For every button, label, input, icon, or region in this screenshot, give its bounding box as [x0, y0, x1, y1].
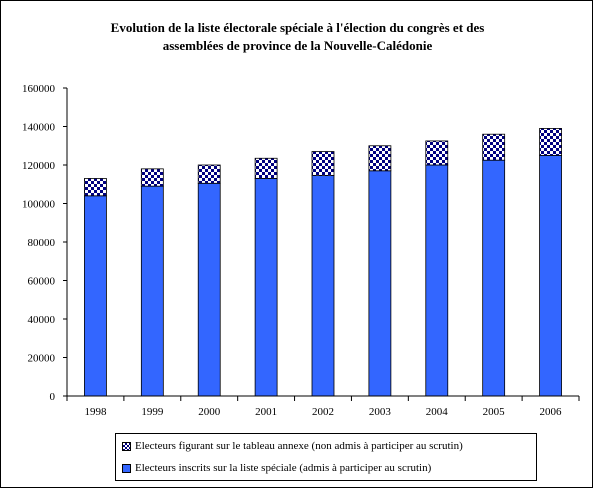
- x-tick-label: 1999: [141, 406, 164, 418]
- bar-inscrits-2005: [482, 159, 506, 397]
- axes-group: [63, 87, 580, 401]
- bar-annexe-2004: [425, 140, 449, 166]
- bar-inscrits-2006: [539, 154, 562, 397]
- legend-swatch-annexe: [122, 441, 131, 451]
- legend-label-inscrits: Electeurs inscrits sur la liste spéciale…: [135, 462, 432, 474]
- x-tick-label: 2002: [312, 406, 334, 418]
- x-tick-label: 1998: [84, 406, 107, 418]
- bar-annexe-2003: [368, 145, 392, 172]
- y-tick-label: 160000: [22, 83, 56, 95]
- legend-item-annexe: Electeurs figurant sur le tableau annexe…: [122, 439, 463, 453]
- bar-annexe-1998: [84, 178, 107, 197]
- bar-annexe-2000: [197, 164, 221, 184]
- bar-annexe-2005: [482, 133, 506, 161]
- labels-group: 0 20000 40000 60000 80000 100000 120000 140000 1…: [22, 83, 562, 418]
- y-tick-label: 100000: [22, 199, 56, 211]
- bars-group: [84, 128, 562, 397]
- bar-inscrits-2004: [425, 164, 449, 397]
- legend-swatch-inscrits: [122, 463, 131, 473]
- chart-title: Evolution de la liste électorale spécial…: [110, 20, 485, 53]
- x-tick-label: 2005: [483, 406, 506, 418]
- y-tick-label: 0: [50, 391, 56, 403]
- y-tick-label: 120000: [22, 160, 56, 172]
- legend-label-annexe: Electeurs figurant sur le tableau annexe…: [135, 440, 463, 452]
- x-tick-label: 2000: [198, 406, 221, 418]
- bar-inscrits-1998: [84, 195, 107, 397]
- y-tick-label: 60000: [28, 276, 56, 288]
- bar-annexe-2006: [539, 128, 562, 156]
- y-tick-label: 80000: [28, 237, 56, 249]
- legend: Electeurs figurant sur le tableau annexe…: [115, 433, 537, 481]
- bar-inscrits-2001: [254, 178, 278, 397]
- bar-inscrits-1999: [140, 185, 164, 397]
- y-tick-label: 140000: [22, 122, 56, 134]
- bar-inscrits-2000: [197, 182, 221, 397]
- bar-annexe-1999: [140, 168, 164, 187]
- bar-inscrits-2002: [311, 175, 335, 397]
- x-tick-label: 2003: [369, 406, 392, 418]
- bar-annexe-2002: [311, 151, 335, 176]
- bar-annexe-2001: [254, 157, 278, 179]
- legend-item-inscrits: Electeurs inscrits sur la liste spéciale…: [122, 461, 431, 475]
- x-tick-label: 2006: [540, 406, 563, 418]
- x-tick-label: 2004: [426, 406, 449, 418]
- y-tick-label: 40000: [28, 314, 56, 326]
- x-tick-label: 2001: [255, 406, 277, 418]
- plot-area: 0 20000 40000 60000 80000 100000 120000 140000 1…: [22, 83, 580, 418]
- bar-inscrits-2003: [368, 170, 392, 397]
- y-tick-label: 20000: [28, 353, 56, 365]
